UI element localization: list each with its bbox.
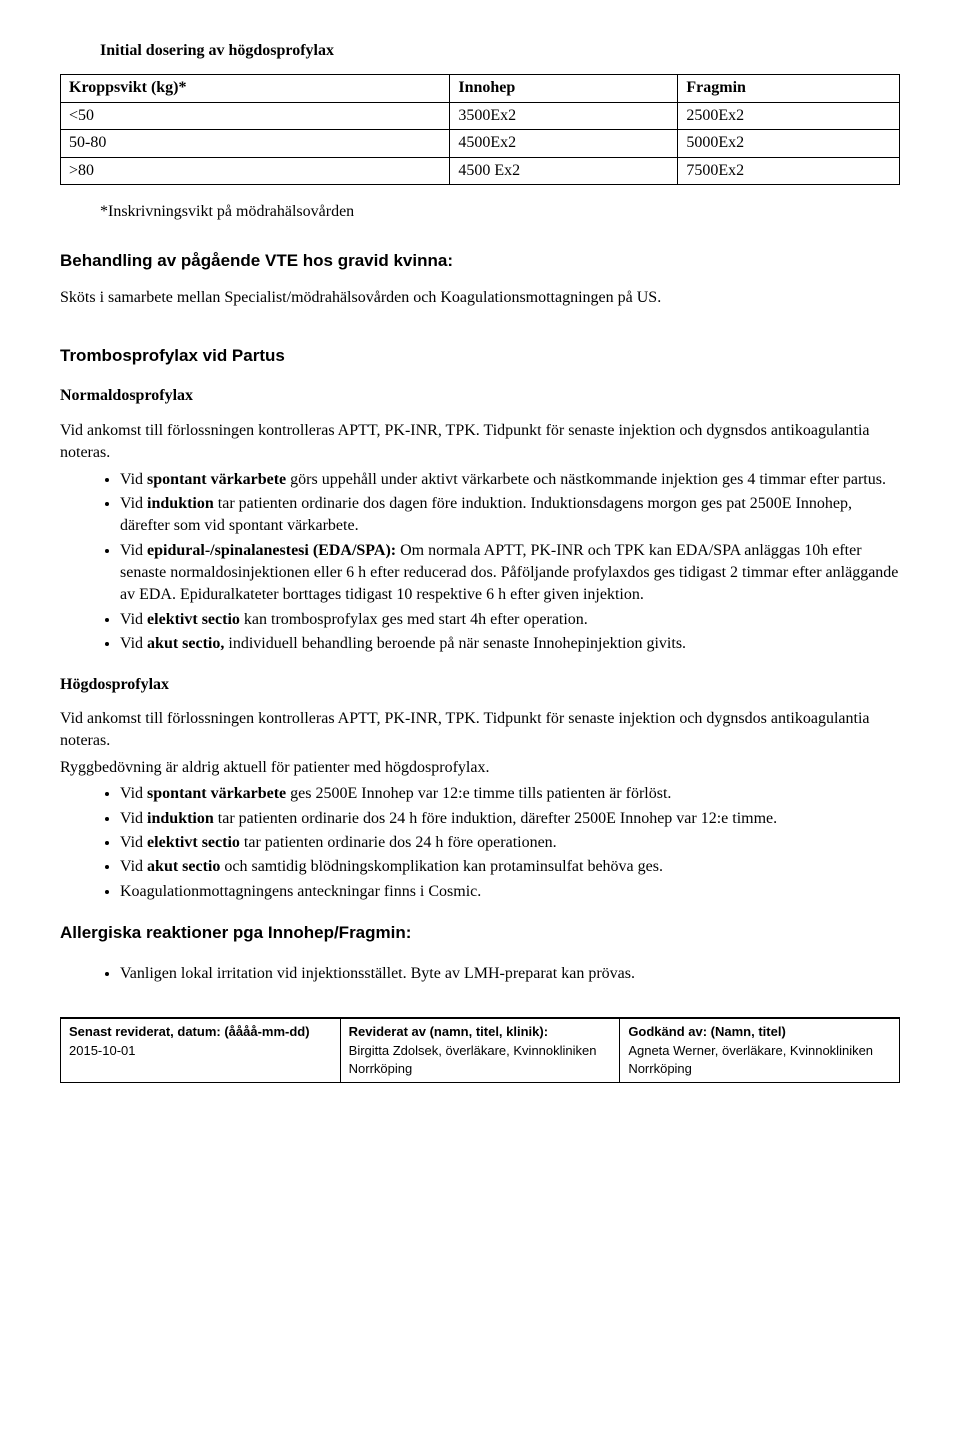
li-pre: Vid: [120, 785, 147, 802]
col-header: Innohep: [450, 75, 678, 102]
list-item: Vid elektivt sectio kan trombosprofylax …: [120, 609, 900, 631]
footer-row: Senast reviderat, datum: (åååå-mm-dd) 20…: [61, 1019, 900, 1083]
li-bold: elektivt sectio: [147, 834, 240, 851]
table-cell: 4500Ex2: [450, 130, 678, 157]
footer-value: 2015-10-01: [69, 1043, 136, 1058]
list-item: Vid induktion tar patienten ordinarie do…: [120, 808, 900, 830]
table-cell: 50-80: [61, 130, 450, 157]
list-item: Vid akut sectio och samtidig blödningsko…: [120, 856, 900, 878]
table-row: <50 3500Ex2 2500Ex2: [61, 102, 900, 129]
footer-label: Reviderat av (namn, titel, klinik):: [349, 1024, 548, 1039]
li-post: individuell behandling beroende på när s…: [224, 635, 686, 652]
subheading-hogdos: Högdosprofylax: [60, 674, 900, 696]
table-cell: 5000Ex2: [678, 130, 900, 157]
li-pre: Vid: [120, 471, 147, 488]
normal-intro: Vid ankomst till förlossningen kontrolle…: [60, 420, 900, 465]
behandling-body: Sköts i samarbete mellan Specialist/mödr…: [60, 287, 900, 309]
li-pre: Vid: [120, 810, 147, 827]
list-item: Vid elektivt sectio tar patienten ordina…: [120, 832, 900, 854]
li-post: tar patienten ordinarie dos 24 h före in…: [214, 810, 777, 827]
list-item: Vid induktion tar patienten ordinarie do…: [120, 493, 900, 538]
li-pre: Vid: [120, 858, 147, 875]
list-item: Vid spontant värkarbete ges 2500E Innohe…: [120, 783, 900, 805]
list-item: Koagulationmottagningens anteckningar fi…: [120, 881, 900, 903]
list-item: Vanligen lokal irritation vid injektions…: [120, 963, 900, 985]
footer-cell-revised-date: Senast reviderat, datum: (åååå-mm-dd) 20…: [61, 1019, 341, 1083]
footer-cell-approved-by: Godkänd av: (Namn, titel) Agneta Werner,…: [620, 1019, 900, 1083]
table-cell: <50: [61, 102, 450, 129]
li-bold: epidural-/spinalanestesi (EDA/SPA):: [147, 542, 396, 559]
li-pre: Vid: [120, 635, 147, 652]
hogdos-intro1: Vid ankomst till förlossningen kontrolle…: [60, 708, 900, 753]
table-cell: >80: [61, 157, 450, 184]
hogdos-intro2: Ryggbedövning är aldrig aktuell för pati…: [60, 757, 900, 779]
li-post: ges 2500E Innohep var 12:e timme tills p…: [286, 785, 671, 802]
footer-label: Senast reviderat, datum: (åååå-mm-dd): [69, 1024, 310, 1039]
table-cell: 3500Ex2: [450, 102, 678, 129]
li-post: tar patienten ordinarie dos 24 h före op…: [240, 834, 557, 851]
list-item: Vid akut sectio, individuell behandling …: [120, 633, 900, 655]
li-bold: spontant värkarbete: [147, 785, 286, 802]
dosing-table: Kroppsvikt (kg)* Innohep Fragmin <50 350…: [60, 74, 900, 185]
footer-separator: Senast reviderat, datum: (åååå-mm-dd) 20…: [60, 1017, 900, 1083]
li-bold: akut sectio,: [147, 635, 224, 652]
footer-table: Senast reviderat, datum: (åååå-mm-dd) 20…: [60, 1018, 900, 1083]
li-post: kan trombosprofylax ges med start 4h eft…: [240, 611, 588, 628]
li-pre: Vid: [120, 834, 147, 851]
col-header: Fragmin: [678, 75, 900, 102]
table-cell: 2500Ex2: [678, 102, 900, 129]
table-row: 50-80 4500Ex2 5000Ex2: [61, 130, 900, 157]
section-heading-trombos: Trombosprofylax vid Partus: [60, 344, 900, 368]
footer-cell-revised-by: Reviderat av (namn, titel, klinik): Birg…: [340, 1019, 620, 1083]
table-cell: 7500Ex2: [678, 157, 900, 184]
section-heading-allergi: Allergiska reaktioner pga Innohep/Fragmi…: [60, 921, 900, 945]
hogdos-bullet-list: Vid spontant värkarbete ges 2500E Innohe…: [60, 783, 900, 903]
li-pre: Vid: [120, 611, 147, 628]
li-bold: akut sectio: [147, 858, 220, 875]
footer-value: Birgitta Zdolsek, överläkare, Kvinnoklin…: [349, 1043, 597, 1076]
li-post: Koagulationmottagningens anteckningar fi…: [120, 883, 481, 900]
col-header: Kroppsvikt (kg)*: [61, 75, 450, 102]
li-bold: elektivt sectio: [147, 611, 240, 628]
li-pre: Vid: [120, 542, 147, 559]
table-row: >80 4500 Ex2 7500Ex2: [61, 157, 900, 184]
page-title: Initial dosering av högdosprofylax: [100, 40, 900, 62]
li-post: och samtidig blödningskomplikation kan p…: [220, 858, 663, 875]
list-item: Vid epidural-/spinalanestesi (EDA/SPA): …: [120, 540, 900, 607]
footer-label: Godkänd av: (Namn, titel): [628, 1024, 785, 1039]
table-cell: 4500 Ex2: [450, 157, 678, 184]
subheading-normal: Normaldosprofylax: [60, 385, 900, 407]
table-header-row: Kroppsvikt (kg)* Innohep Fragmin: [61, 75, 900, 102]
section-heading-behandling: Behandling av pågående VTE hos gravid kv…: [60, 249, 900, 273]
list-item: Vid spontant värkarbete görs uppehåll un…: [120, 469, 900, 491]
li-post: tar patienten ordinarie dos dagen före i…: [120, 495, 852, 534]
li-bold: induktion: [147, 495, 214, 512]
li-bold: induktion: [147, 810, 214, 827]
li-bold: spontant värkarbete: [147, 471, 286, 488]
footer-value: Agneta Werner, överläkare, Kvinnoklinike…: [628, 1043, 873, 1076]
li-pre: Vid: [120, 495, 147, 512]
allergi-bullet-list: Vanligen lokal irritation vid injektions…: [60, 963, 900, 985]
li-post: görs uppehåll under aktivt värkarbete oc…: [286, 471, 886, 488]
normal-bullet-list: Vid spontant värkarbete görs uppehåll un…: [60, 469, 900, 656]
table-footnote: *Inskrivningsvikt på mödrahälsovården: [100, 201, 900, 223]
